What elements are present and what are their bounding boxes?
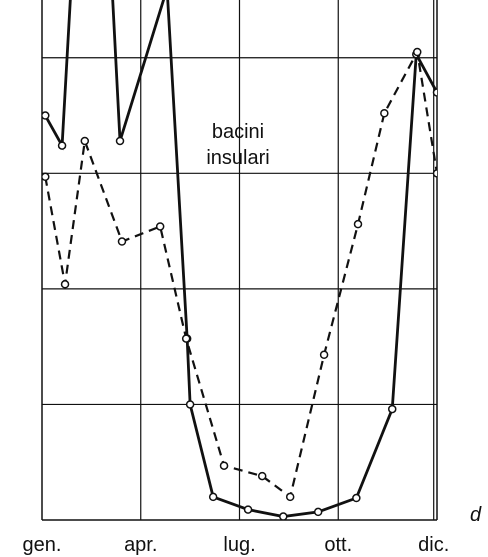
x-tick-label: dic. <box>418 534 449 556</box>
line <box>44 0 437 518</box>
point <box>313 507 323 517</box>
point <box>413 47 422 57</box>
corner-label: d <box>470 504 482 526</box>
point <box>387 404 397 414</box>
point <box>243 505 253 514</box>
point <box>181 334 191 343</box>
point <box>257 471 267 481</box>
point <box>117 237 127 246</box>
point <box>219 461 229 470</box>
point <box>115 136 125 146</box>
point <box>285 492 295 502</box>
point <box>80 136 90 146</box>
point <box>279 512 288 520</box>
point <box>42 172 50 182</box>
point <box>42 111 50 120</box>
point <box>353 219 363 229</box>
point <box>352 493 361 503</box>
point <box>60 280 70 289</box>
plot-area <box>42 0 437 520</box>
annotation: insulari <box>206 147 269 169</box>
point <box>380 108 389 118</box>
point <box>432 88 437 97</box>
point <box>185 400 195 409</box>
x-tick-label: apr. <box>124 534 157 556</box>
x-tick-label: lug. <box>223 534 255 556</box>
point <box>208 492 218 502</box>
point <box>319 350 329 360</box>
line <box>44 48 437 499</box>
annotation: bacini <box>212 121 264 143</box>
point <box>57 141 67 150</box>
point <box>155 222 165 231</box>
x-tick-label: gen. <box>23 534 62 556</box>
point <box>432 169 437 178</box>
x-tick-label: ott. <box>324 534 352 556</box>
